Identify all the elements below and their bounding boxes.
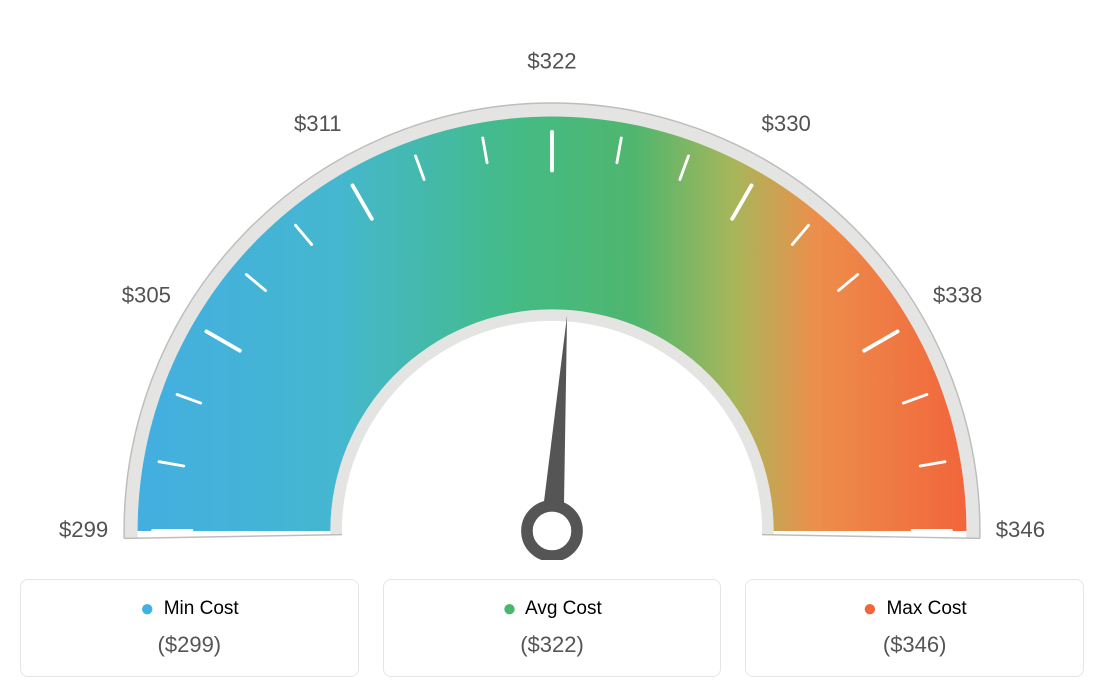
legend-card-avg: ● Avg Cost ($322) <box>383 579 722 677</box>
legend-label-max: Max Cost <box>886 598 966 619</box>
legend-row: ● Min Cost ($299) ● Avg Cost ($322) ● Ma… <box>20 579 1084 677</box>
svg-text:$338: $338 <box>933 283 982 308</box>
legend-value-min: ($299) <box>33 632 346 658</box>
legend-title-avg: ● Avg Cost <box>396 598 709 620</box>
legend-label-min: Min Cost <box>164 598 239 619</box>
svg-text:$299: $299 <box>59 517 108 542</box>
svg-text:$330: $330 <box>762 111 811 136</box>
legend-card-min: ● Min Cost ($299) <box>20 579 359 677</box>
svg-text:$322: $322 <box>527 48 576 73</box>
dot-icon-avg: ● <box>502 595 517 622</box>
legend-label-avg: Avg Cost <box>525 598 602 619</box>
gauge-chart: $299 $305 $311 $322 $330 $338 $346 <box>20 20 1084 565</box>
legend-title-min: ● Min Cost <box>33 598 346 620</box>
gauge-svg: $299 $305 $311 $322 $330 $338 $346 <box>20 20 1084 560</box>
legend-value-max: ($346) <box>758 632 1071 658</box>
svg-text:$305: $305 <box>122 283 171 308</box>
legend-value-avg: ($322) <box>396 632 709 658</box>
svg-text:$311: $311 <box>294 111 342 136</box>
legend-card-max: ● Max Cost ($346) <box>745 579 1084 677</box>
dot-icon-max: ● <box>863 595 878 622</box>
dot-icon-min: ● <box>140 595 155 622</box>
svg-text:$346: $346 <box>996 517 1045 542</box>
legend-title-max: ● Max Cost <box>758 598 1071 620</box>
